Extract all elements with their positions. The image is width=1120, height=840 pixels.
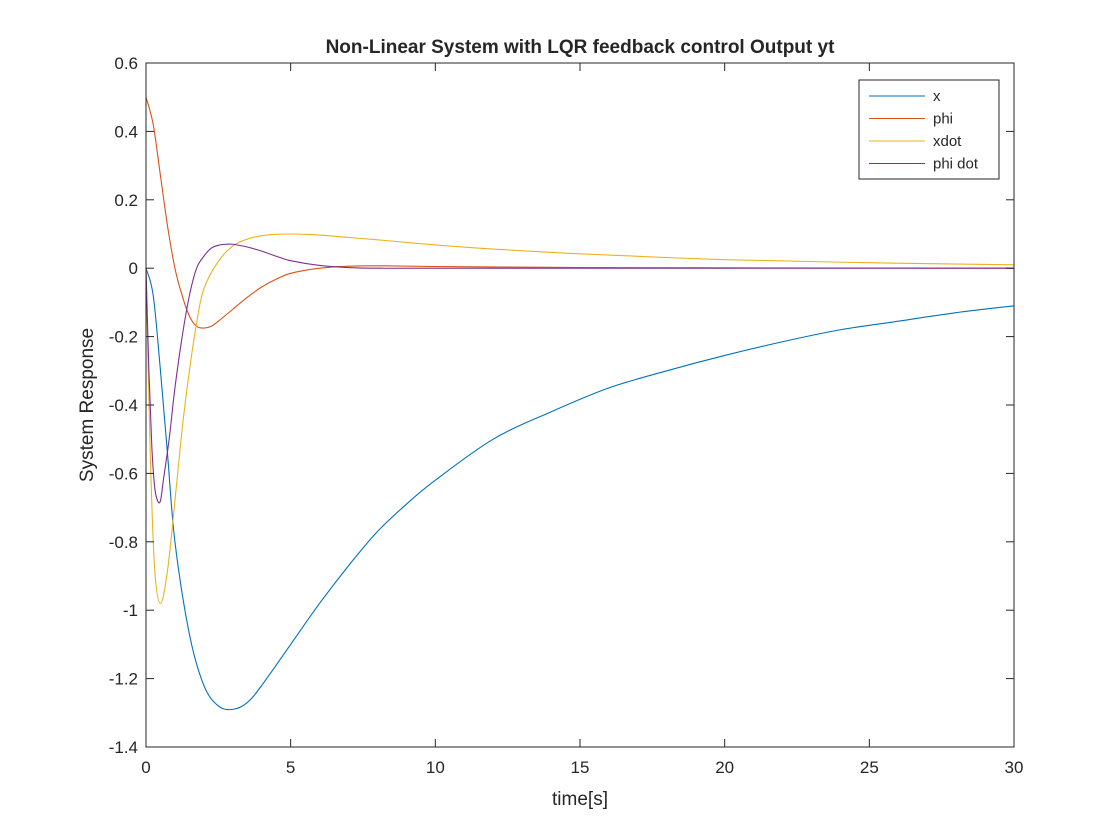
x-tick-label: 10 — [426, 758, 445, 777]
series-line-phi — [146, 97, 1014, 329]
legend-label-phi-dot: phi dot — [933, 156, 979, 173]
x-tick-label: 20 — [715, 758, 734, 777]
legend: x phi xdot phi dot — [858, 79, 1000, 180]
x-tick-label: 25 — [860, 758, 879, 777]
x-tick-label: 0 — [141, 758, 150, 777]
series-layer — [146, 97, 1014, 711]
y-tick-label: -0.2 — [109, 328, 138, 347]
x-tick-label: 5 — [286, 758, 295, 777]
y-tick-label: -1.2 — [109, 670, 138, 689]
y-tick-label: -0.6 — [109, 464, 138, 483]
chart-title: Non-Linear System with LQR feedback cont… — [326, 37, 835, 58]
x-tick-label: 30 — [1005, 758, 1024, 777]
y-tick-label: -0.8 — [109, 533, 138, 552]
y-tick-label: 0 — [129, 259, 138, 278]
series-line-x — [146, 268, 1014, 711]
y-axis-label: System Response — [77, 328, 98, 482]
y-tick-label: -0.4 — [109, 396, 138, 415]
y-tick-label: 0.2 — [114, 191, 138, 210]
x-axis-label: time[s] — [552, 789, 608, 810]
y-tick-label: 0.4 — [114, 122, 138, 141]
series-line-phi-dot — [146, 243, 1014, 504]
legend-label-xdot: xdot — [933, 133, 962, 150]
legend-label-x: x — [933, 88, 941, 105]
legend-label-phi: phi — [933, 111, 953, 128]
series-line-xdot — [146, 233, 1014, 604]
y-tick-label: -1 — [123, 601, 138, 620]
series-group — [146, 97, 1014, 711]
x-tick-label: 15 — [571, 758, 590, 777]
y-tick-label: -1.4 — [109, 738, 138, 757]
y-tick-label: 0.6 — [114, 54, 138, 73]
tick-layer: 0 5 10 15 20 25 30 0.6 0.4 0.2 0 -0.2 -0.4 -0.6 -0.8 -1… — [109, 54, 1024, 777]
